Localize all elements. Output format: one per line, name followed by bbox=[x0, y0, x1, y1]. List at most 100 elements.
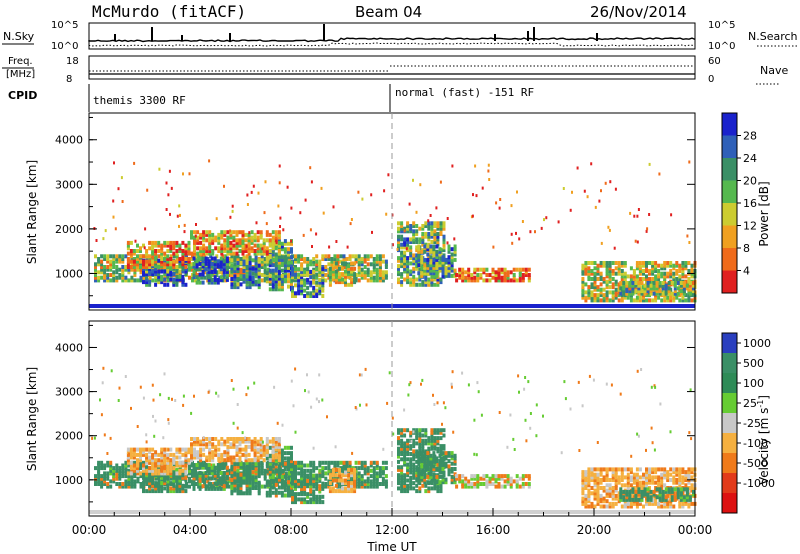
heatmap-cell bbox=[268, 461, 272, 466]
heatmap-cell bbox=[441, 265, 445, 270]
heatmap-cell bbox=[418, 226, 422, 231]
heatmap-cell bbox=[378, 265, 382, 269]
heatmap-cell bbox=[608, 277, 612, 281]
heatmap-cell bbox=[619, 281, 623, 285]
heatmap-cell bbox=[461, 479, 465, 484]
heatmap-cell bbox=[350, 272, 354, 277]
heatmap-cell bbox=[420, 453, 424, 458]
heatmap-cell bbox=[254, 480, 258, 485]
heatmap-cell bbox=[441, 263, 445, 268]
heatmap-cell bbox=[321, 288, 325, 293]
heatmap-cell bbox=[265, 230, 269, 235]
heatmap-cell bbox=[198, 478, 202, 483]
heatmap-cell bbox=[274, 279, 278, 284]
heatmap-cell bbox=[213, 275, 217, 280]
heatmap-cell bbox=[433, 229, 437, 234]
heatmap-cell bbox=[274, 284, 278, 289]
heatmap-cell bbox=[593, 472, 597, 477]
heatmap-cell bbox=[300, 500, 304, 505]
heatmap-cell bbox=[629, 470, 633, 475]
heatmap-cell bbox=[222, 478, 226, 483]
heatmap-cell bbox=[169, 481, 173, 486]
heatmap-cell bbox=[151, 262, 155, 267]
heatmap-cell bbox=[432, 453, 436, 458]
heatmap-cell bbox=[109, 273, 113, 277]
heatmap-cell bbox=[675, 295, 679, 300]
heatmap-cell bbox=[106, 259, 110, 264]
heatmap-cell bbox=[172, 478, 176, 483]
heatmap-cell bbox=[210, 476, 214, 481]
heatmap-cell bbox=[593, 261, 597, 265]
heatmap-cell bbox=[172, 470, 176, 475]
heatmap-cell bbox=[527, 278, 531, 283]
freq-unit-label: [MHz] bbox=[6, 69, 35, 80]
heatmap-cell bbox=[433, 430, 437, 435]
heatmap-cell bbox=[291, 272, 294, 277]
heatmap-cell bbox=[406, 226, 410, 231]
heatmap-cell bbox=[424, 428, 428, 433]
heatmap-cell bbox=[94, 265, 97, 269]
heatmap-cell bbox=[500, 270, 504, 275]
heatmap-cell bbox=[178, 261, 182, 266]
heatmap-cell bbox=[684, 470, 688, 475]
heatmap-cell bbox=[306, 280, 310, 285]
heatmap-cell bbox=[596, 496, 600, 501]
heatmap-cell bbox=[629, 475, 633, 480]
heatmap-cell bbox=[614, 295, 618, 300]
heatmap-cell bbox=[187, 251, 191, 256]
heatmap-cell bbox=[254, 266, 258, 271]
heatmap-cell bbox=[195, 275, 199, 280]
heatmap-cell bbox=[280, 490, 284, 495]
heatmap-cell bbox=[638, 475, 642, 480]
heatmap-cell bbox=[521, 275, 525, 280]
heatmap-cell bbox=[608, 279, 612, 284]
heatmap-cell bbox=[418, 436, 422, 441]
heatmap-cell bbox=[372, 484, 376, 489]
heatmap-cell bbox=[294, 478, 297, 483]
heatmap-cell bbox=[617, 261, 621, 265]
heatmap-cell bbox=[198, 465, 202, 470]
heatmap-cell bbox=[412, 444, 416, 449]
heatmap-cell bbox=[142, 475, 145, 480]
heatmap-cell bbox=[297, 277, 301, 282]
heatmap-cell bbox=[259, 251, 263, 256]
heatmap-cell bbox=[310, 180, 313, 184]
heatmap-cell bbox=[291, 500, 294, 505]
heatmap-cell bbox=[136, 262, 139, 267]
heatmap-cell bbox=[230, 282, 234, 287]
heatmap-cell bbox=[218, 484, 222, 489]
heatmap-cell bbox=[439, 224, 443, 228]
heatmap-cell bbox=[239, 277, 243, 281]
cpid-panel: CPID themis 3300 RF normal (fast) -151 R… bbox=[8, 84, 534, 112]
heatmap-cell bbox=[274, 469, 278, 474]
heatmap-cell bbox=[476, 275, 480, 280]
heatmap-cell bbox=[201, 478, 205, 483]
heatmap-cell bbox=[241, 240, 245, 245]
heatmap-cell bbox=[265, 480, 269, 485]
heatmap-cell bbox=[181, 254, 185, 259]
heatmap-cell bbox=[464, 275, 468, 280]
heatmap-cell bbox=[175, 240, 179, 245]
heatmap-cell bbox=[324, 254, 328, 259]
heatmap-cell bbox=[188, 172, 191, 176]
heatmap-cell bbox=[403, 483, 407, 488]
heatmap-cell bbox=[415, 256, 419, 261]
heatmap-cell bbox=[482, 474, 486, 479]
heatmap-cell bbox=[145, 280, 149, 285]
heatmap-cell bbox=[353, 489, 357, 494]
heatmap-cell bbox=[672, 480, 676, 485]
heatmap-cell bbox=[248, 231, 251, 235]
heatmap-cell bbox=[184, 475, 188, 480]
heatmap-cell bbox=[675, 470, 679, 475]
heatmap-cell bbox=[587, 271, 591, 276]
heatmap-cell bbox=[210, 471, 214, 475]
heatmap-cell bbox=[678, 277, 682, 281]
heatmap-cell bbox=[631, 497, 635, 502]
heatmap-cell bbox=[274, 459, 278, 464]
heatmap-cell bbox=[436, 436, 440, 441]
heatmap-cell bbox=[617, 293, 621, 298]
heatmap-cell bbox=[303, 468, 307, 473]
heatmap-cell bbox=[181, 277, 185, 282]
heatmap-cell bbox=[166, 254, 170, 259]
heatmap-cell bbox=[690, 483, 694, 488]
